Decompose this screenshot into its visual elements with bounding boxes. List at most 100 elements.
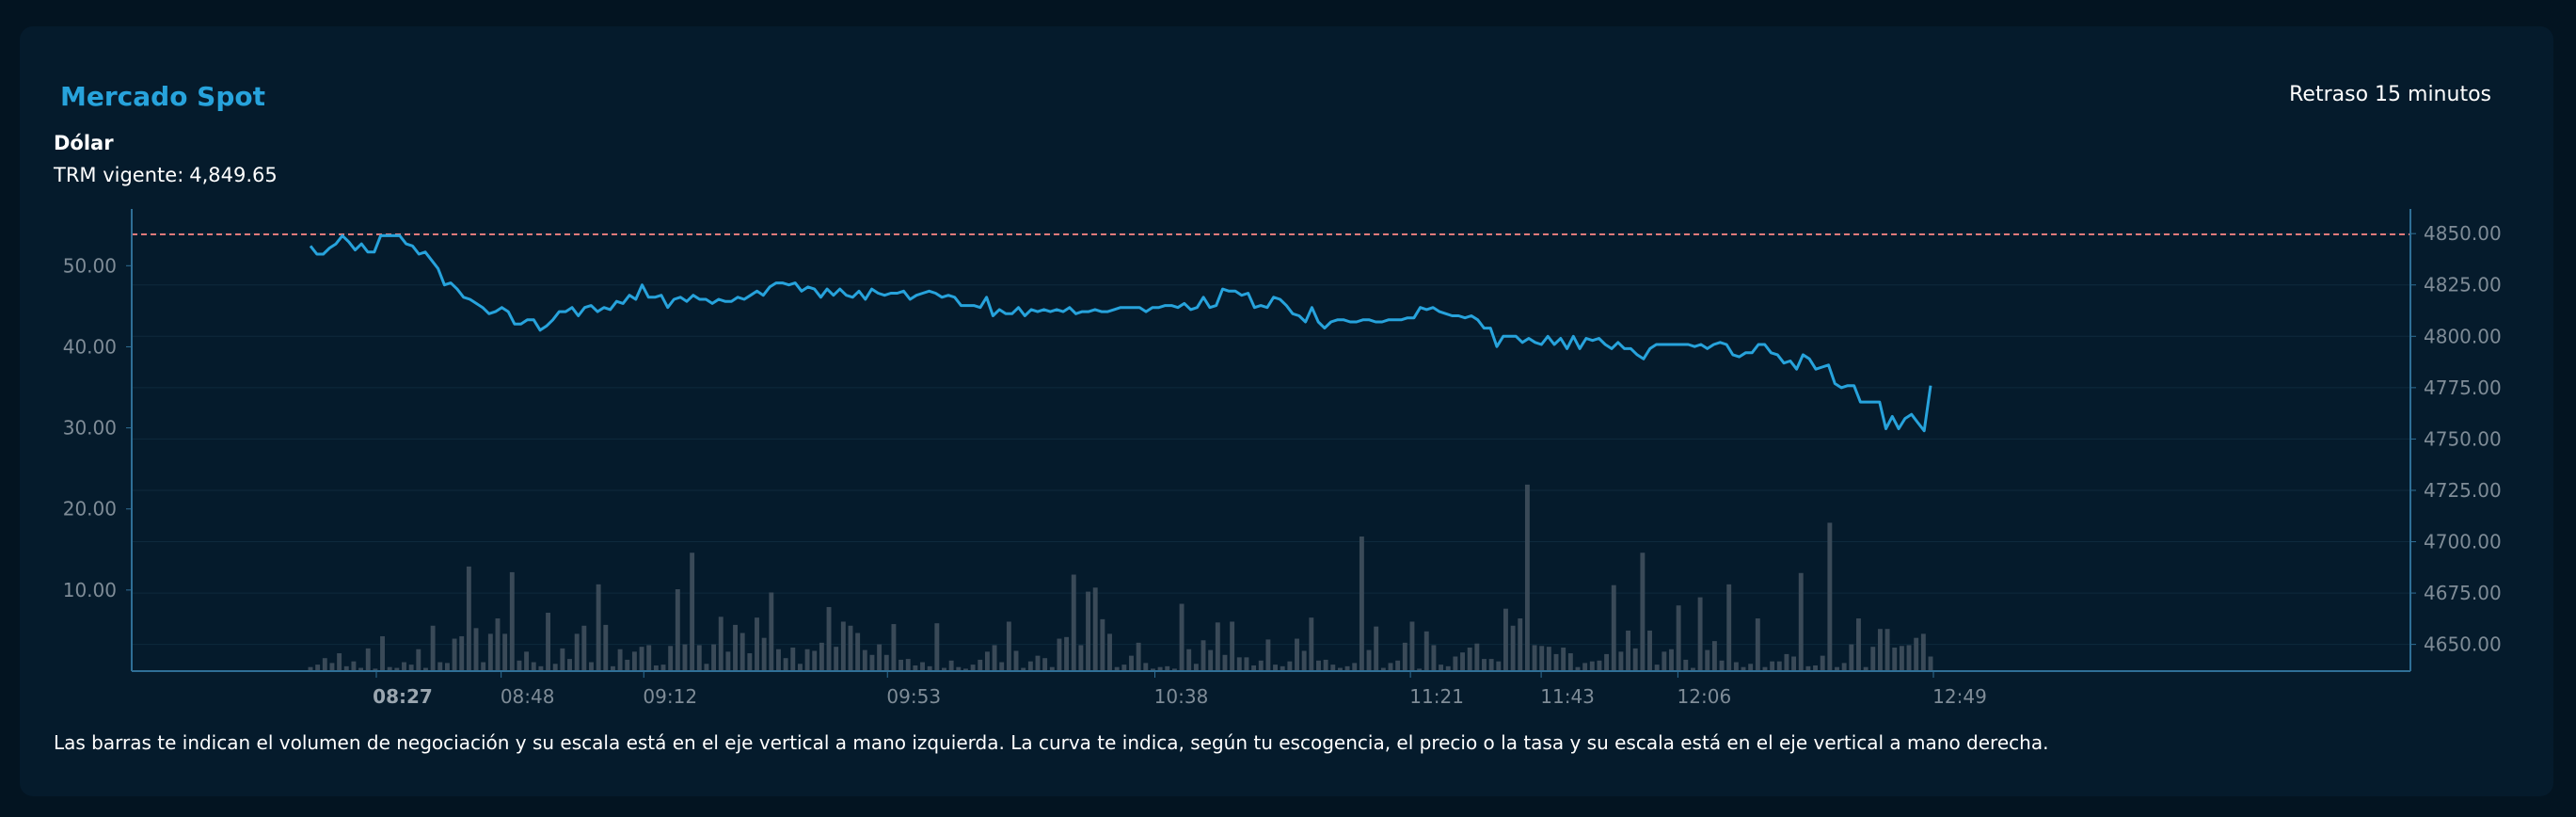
volume-bar [343, 665, 349, 671]
volume-bar [1136, 642, 1141, 671]
volume-bar [920, 662, 925, 671]
volume-bar [1179, 603, 1185, 671]
trm-value: 4,849.65 [189, 164, 278, 186]
volume-bar [769, 592, 774, 671]
volume-bar [927, 665, 932, 671]
volume-bar [891, 624, 897, 671]
volume-bar [365, 648, 371, 671]
volume-bar [610, 665, 615, 671]
left-tick-label: 40.00 [63, 335, 117, 358]
volume-bar [1920, 633, 1926, 671]
volume-bar [509, 571, 515, 671]
volume-bar [1021, 667, 1026, 671]
volume-bar [617, 649, 623, 671]
volume-bar [848, 625, 853, 671]
left-tick-label: 20.00 [63, 498, 117, 521]
volume-bar [1359, 537, 1364, 671]
volume-bar [1222, 654, 1228, 671]
volume-bar [1733, 662, 1739, 671]
volume-bar [603, 624, 609, 671]
volume-bar [1654, 665, 1660, 671]
chart-footnote: Las barras te indican el volumen de nego… [54, 731, 2049, 754]
volume-bar [546, 612, 551, 671]
volume-bar [1057, 638, 1062, 671]
volume-bar [1524, 484, 1530, 671]
volume-bar [1121, 665, 1127, 671]
price-line [309, 233, 1932, 433]
volume-bar [538, 665, 544, 671]
right-tick-label: 4675.00 [2424, 582, 2502, 604]
volume-bar [1092, 587, 1098, 671]
volume-bar [552, 664, 558, 671]
right-tick-label: 4750.00 [2424, 427, 2502, 450]
volume-bar [1711, 641, 1717, 671]
volume-bar [560, 648, 565, 671]
volume-bar [963, 668, 968, 671]
left-tick-label: 10.00 [63, 579, 117, 601]
price-volume-chart: 10.00 20.00 30.00 40.00 50.00 4650.00 4675.00 4… [63, 209, 2502, 708]
volume-bar [1064, 636, 1070, 671]
volume-bar [639, 647, 644, 671]
volume-bar [1273, 665, 1278, 671]
volume-bar [459, 635, 465, 671]
volume-bar [1604, 653, 1610, 671]
volume-bar [1841, 663, 1847, 671]
volume-bar [1453, 656, 1458, 671]
volume-bar [1244, 657, 1249, 671]
volume-bar [1884, 629, 1890, 671]
x-tick-label: 09:12 [643, 685, 697, 708]
volume-bar [596, 584, 601, 671]
x-tick-label: 12:49 [1932, 685, 1987, 708]
volume-bar [1280, 665, 1285, 671]
volume-bar [567, 659, 572, 671]
volume-bar [668, 646, 674, 671]
volume-bar [948, 660, 954, 671]
volume-bar [517, 660, 522, 671]
volume-bar [1561, 648, 1566, 671]
volume-bar [970, 665, 976, 671]
volume-bar [797, 664, 803, 671]
volume-bar [1647, 630, 1652, 671]
volume-bar [1849, 644, 1854, 671]
volume-bar [696, 645, 702, 671]
trm-info: TRM vigente: 4,849.65 [54, 164, 278, 186]
volume-bar [1589, 661, 1595, 671]
volume-bar [1791, 656, 1797, 671]
right-tick-label: 4825.00 [2424, 274, 2502, 296]
volume-bar [1488, 659, 1494, 671]
volume-bar [826, 606, 832, 671]
volume-bar [481, 662, 486, 671]
volume-bar [682, 644, 688, 671]
x-tick-label: 08:27 [373, 685, 433, 708]
volume-bar [1914, 637, 1919, 671]
right-tick-label: 4650.00 [2424, 633, 2502, 656]
volume-bar [1611, 585, 1616, 671]
volume-bar [1805, 665, 1811, 671]
volume-bar [739, 633, 745, 671]
volume-bar [1482, 659, 1487, 671]
volume-bar [978, 659, 983, 671]
volume-bar [1892, 648, 1898, 671]
left-tick-label: 30.00 [63, 417, 117, 440]
volume-bar [315, 665, 321, 671]
volume-bar [1251, 665, 1257, 671]
right-tick-label: 4775.00 [2424, 376, 2502, 399]
volume-bar [1366, 649, 1372, 671]
volume-bar [495, 618, 501, 671]
volume-bar [1086, 591, 1091, 671]
volume-bar [1762, 666, 1768, 671]
volume-bar [690, 553, 695, 671]
volume-bar [1748, 664, 1754, 671]
volume-bar [1705, 649, 1710, 671]
volume-bar [1258, 660, 1264, 671]
volume-bar [840, 621, 846, 671]
volume-bar [1539, 646, 1545, 671]
volume-bar [351, 661, 357, 671]
volume-bar [711, 644, 717, 671]
volume-bar [1510, 625, 1516, 671]
volume-bar [1071, 574, 1076, 671]
volume-bar [1114, 666, 1120, 671]
volume-bar [1027, 661, 1033, 671]
volume-bar [1719, 660, 1725, 671]
volume-bar [524, 651, 530, 671]
